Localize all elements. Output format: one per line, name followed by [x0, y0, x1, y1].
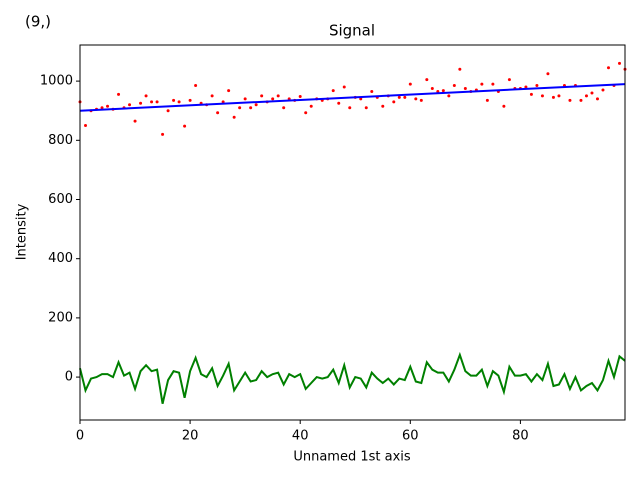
x-tick-label: 0 — [76, 429, 84, 444]
data-point — [584, 94, 588, 98]
data-point — [221, 100, 225, 104]
data-point — [397, 95, 401, 99]
data-point — [166, 109, 170, 113]
data-point — [579, 98, 583, 102]
data-point — [601, 88, 605, 92]
x-tick-label: 40 — [292, 429, 309, 444]
data-point — [177, 100, 181, 104]
data-point — [254, 103, 258, 107]
data-point — [364, 106, 368, 110]
data-point — [447, 94, 451, 98]
data-point — [458, 67, 462, 71]
data-point — [155, 100, 159, 104]
data-point — [84, 124, 88, 128]
data-point — [216, 111, 220, 115]
data-point — [128, 103, 132, 107]
data-point — [491, 82, 495, 86]
data-point — [535, 84, 539, 88]
data-point — [331, 89, 335, 93]
data-point — [606, 66, 610, 70]
data-point — [188, 98, 192, 102]
data-point — [133, 119, 137, 123]
data-point — [139, 101, 143, 105]
data-point — [243, 97, 247, 101]
y-tick-label: 400 — [48, 251, 73, 266]
data-point — [106, 104, 110, 108]
data-point — [590, 91, 594, 95]
data-point — [271, 97, 275, 101]
annotation: (9,) — [25, 13, 51, 31]
data-point — [546, 72, 550, 76]
x-axis-label: Unnamed 1st axis — [293, 450, 411, 465]
data-point — [238, 106, 242, 110]
data-point — [172, 98, 176, 102]
data-point — [529, 92, 533, 96]
data-point — [276, 94, 280, 98]
data-point — [414, 97, 418, 101]
data-point — [480, 82, 484, 86]
data-point — [403, 95, 407, 99]
y-tick-label: 0 — [65, 370, 73, 385]
y-tick-label: 1000 — [40, 74, 73, 89]
data-line — [79, 351, 626, 404]
data-point — [298, 94, 302, 98]
data-point — [260, 94, 264, 98]
data-point — [348, 106, 352, 110]
data-point — [430, 87, 434, 91]
data-point — [419, 98, 423, 102]
data-point — [381, 104, 385, 108]
data-point — [617, 61, 621, 65]
data-point — [568, 98, 572, 102]
data-point — [249, 106, 253, 110]
data-point — [359, 97, 363, 101]
data-point — [183, 124, 187, 128]
data-point — [540, 94, 544, 98]
plot-frame — [79, 44, 626, 421]
data-point — [304, 111, 308, 115]
data-point — [282, 106, 286, 110]
data-point — [342, 85, 346, 89]
data-point — [227, 89, 231, 93]
data-point — [232, 115, 236, 119]
y-tick-label: 800 — [48, 133, 73, 148]
chart-title: Signal — [329, 22, 375, 40]
x-tick-label: 60 — [402, 429, 419, 444]
data-point — [463, 87, 467, 91]
data-point — [210, 94, 214, 98]
data-point — [194, 84, 198, 88]
data-point — [150, 100, 154, 104]
data-point — [502, 104, 506, 108]
data-point — [309, 104, 313, 108]
data-point — [452, 84, 456, 88]
data-point — [425, 78, 429, 82]
y-axis-label: Intensity — [15, 203, 30, 260]
data-point — [370, 89, 374, 93]
data-point — [100, 106, 104, 110]
data-point — [441, 89, 445, 93]
data-point — [117, 92, 121, 96]
data-line — [79, 83, 626, 112]
x-tick-label: 20 — [182, 429, 199, 444]
data-point — [595, 97, 599, 101]
data-point — [144, 94, 148, 98]
x-tick-label: 80 — [512, 429, 529, 444]
data-point — [392, 100, 396, 104]
y-tick-label: 600 — [48, 192, 73, 207]
data-point — [507, 78, 511, 82]
data-point — [485, 98, 489, 102]
data-point — [408, 82, 412, 86]
data-point — [557, 94, 561, 98]
data-point — [524, 85, 528, 89]
data-point — [161, 132, 165, 136]
data-point — [337, 101, 341, 105]
y-tick-label: 200 — [48, 310, 73, 325]
data-point — [551, 95, 555, 99]
